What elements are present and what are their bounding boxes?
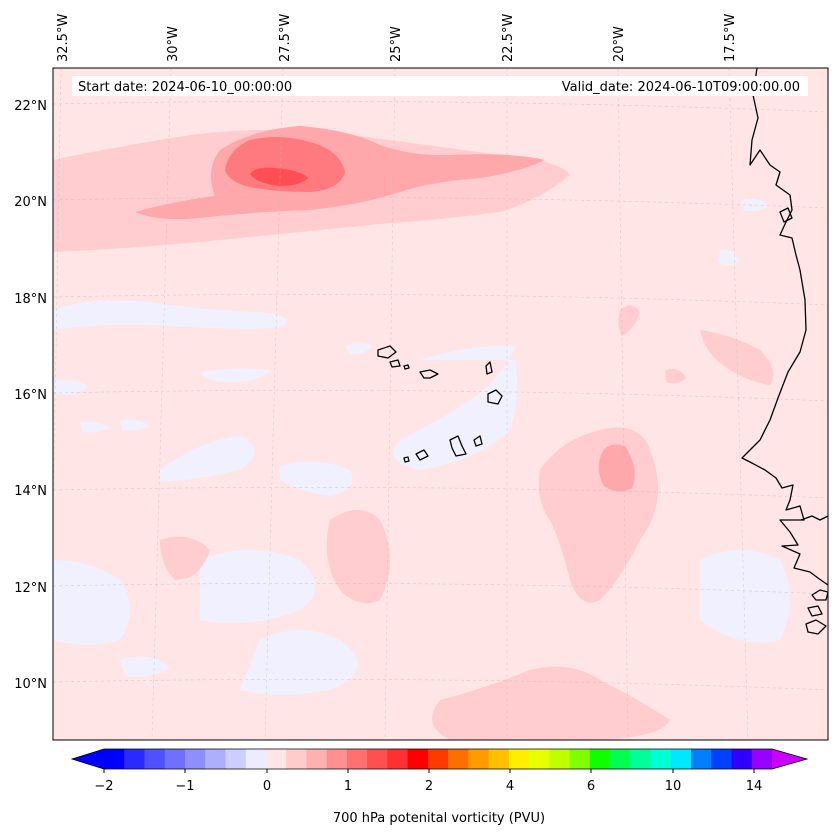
colorbar-segment xyxy=(589,749,611,769)
colorbar-segment xyxy=(569,749,591,769)
colorbar-segment xyxy=(225,749,247,769)
lat-label: 10°N xyxy=(14,677,47,692)
map-border xyxy=(52,67,829,741)
lon-label: 27.5°W xyxy=(278,14,293,62)
colorbar-label: 700 hPa potenital vorticity (PVU) xyxy=(333,811,545,826)
lon-label: 30°W xyxy=(166,26,181,62)
colorbar-segment xyxy=(731,749,753,769)
lon-label: 20°W xyxy=(612,26,627,62)
colorbar-segment xyxy=(691,749,712,769)
colorbar-extend-low xyxy=(72,749,104,769)
colorbar-segment xyxy=(184,749,206,769)
colorbar-segment xyxy=(427,749,449,769)
colorbar-segment xyxy=(144,749,166,769)
colorbar-segment xyxy=(650,749,672,769)
colorbar-segment xyxy=(751,749,773,769)
colorbar-extend-high xyxy=(772,749,807,769)
lat-label: 22°N xyxy=(14,99,47,114)
colorbar-segment xyxy=(670,749,692,769)
colorbar-segment xyxy=(549,749,570,769)
strong-red-core xyxy=(250,167,308,186)
colorbar-segment xyxy=(610,749,631,769)
colorbar-tick-label: 14 xyxy=(746,779,763,794)
colorbar-segment xyxy=(448,749,469,769)
latitude-labels: 22°N 20°N 18°N 16°N 14°N 12°N 10°N xyxy=(14,99,47,692)
colorbar-tick-label: 1 xyxy=(344,779,352,794)
header-box xyxy=(72,76,808,96)
colorbar-segment xyxy=(367,749,388,769)
lat-label: 12°N xyxy=(14,581,47,596)
colorbar-segment xyxy=(205,749,226,769)
longitude-labels: 32.5°W 30°W 27.5°W 25°W 22.5°W 20°W 17.5… xyxy=(56,14,738,62)
lat-label: 18°N xyxy=(14,292,47,307)
colorbar-segment xyxy=(387,749,409,769)
colorbar-segment xyxy=(306,749,328,769)
lon-label: 25°W xyxy=(389,26,404,62)
colorbar-ticks xyxy=(103,769,755,773)
colorbar-segment xyxy=(164,749,186,769)
lon-label: 17.5°W xyxy=(723,14,738,62)
colorbar: −2 −1 0 1 2 4 6 10 14 700 hPa potenital … xyxy=(70,748,809,826)
lon-label: 22.5°W xyxy=(501,14,516,62)
colorbar-segments xyxy=(104,749,773,769)
colorbar-segment xyxy=(508,749,530,769)
lon-label: 32.5°W xyxy=(56,14,71,62)
colorbar-segment xyxy=(245,749,267,769)
colorbar-segment xyxy=(265,749,287,769)
colorbar-segment xyxy=(407,749,429,769)
colorbar-segment xyxy=(630,749,651,769)
colorbar-segment xyxy=(488,749,510,769)
colorbar-tick-label: 0 xyxy=(263,779,271,794)
colorbar-tick-label: 6 xyxy=(587,779,595,794)
low-pv-patches xyxy=(53,198,790,695)
colorbar-tick-label: −2 xyxy=(94,779,113,794)
colorbar-segment xyxy=(326,749,348,769)
lat-label: 20°N xyxy=(14,195,47,210)
lat-label: 16°N xyxy=(14,388,47,403)
lat-label: 14°N xyxy=(14,484,47,499)
colorbar-segment xyxy=(711,749,732,769)
colorbar-segment xyxy=(468,749,489,769)
coastline xyxy=(377,68,828,635)
colorbar-tick-label: 10 xyxy=(665,779,682,794)
colorbar-segment xyxy=(529,749,550,769)
colorbar-segment xyxy=(104,749,125,769)
colorbar-tick-label: 4 xyxy=(506,779,514,794)
colorbar-segment xyxy=(124,749,145,769)
gridlines xyxy=(53,68,828,740)
colorbar-tick-label: 2 xyxy=(425,779,433,794)
colorbar-tick-label: −1 xyxy=(175,779,194,794)
start-date-label: Start date: 2024-06-10_00:00:00 xyxy=(78,80,292,95)
colorbar-segment xyxy=(346,749,368,769)
colorbar-segment xyxy=(286,749,307,769)
valid-date-label: Valid_date: 2024-06-10T09:00:00.00 xyxy=(562,80,800,95)
map-panel: Start date: 2024-06-10_00:00:00 Valid_da… xyxy=(53,68,828,740)
